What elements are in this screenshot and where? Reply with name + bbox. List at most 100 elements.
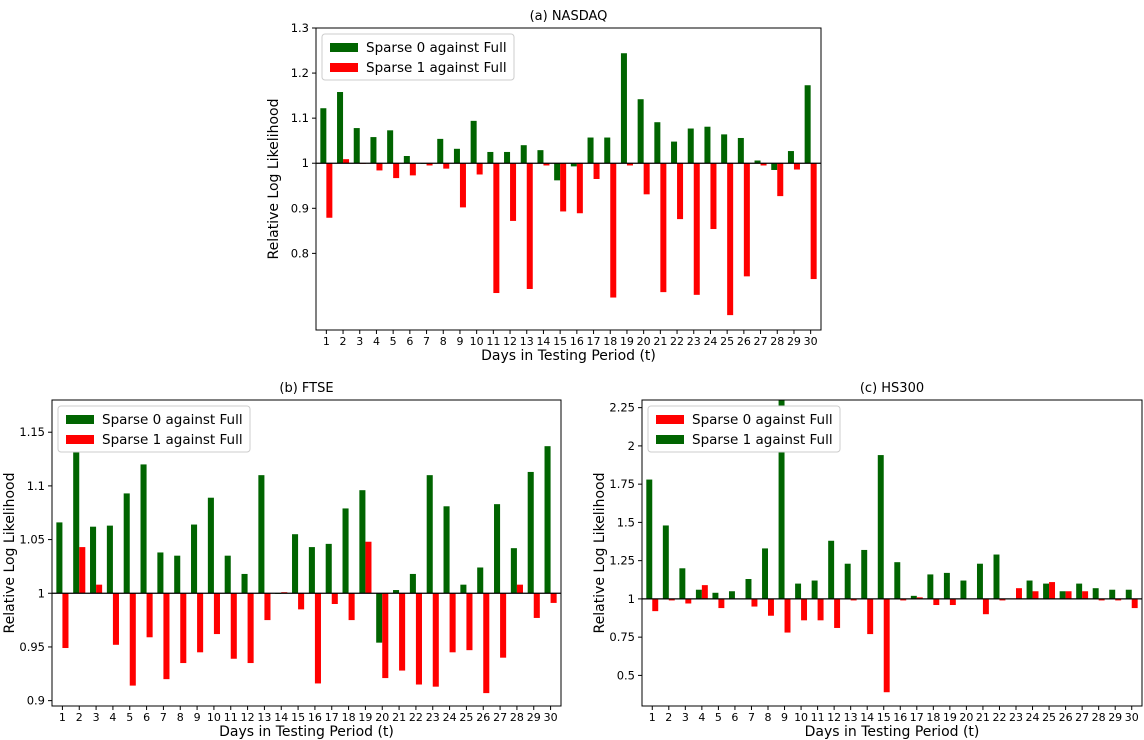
x-tick-label: 8 bbox=[440, 335, 447, 348]
legend: Sparse 0 against Full Sparse 1 against F… bbox=[57, 405, 251, 453]
bar bbox=[745, 579, 752, 599]
bar bbox=[443, 506, 450, 594]
y-tick-label: 0.9 bbox=[27, 694, 45, 708]
bar bbox=[877, 455, 884, 599]
bar bbox=[476, 163, 483, 175]
x-tick-label: 23 bbox=[687, 335, 701, 348]
bar bbox=[510, 163, 517, 221]
legend-label-series-2: Sparse 1 against Full bbox=[102, 432, 243, 448]
plot-frame bbox=[641, 399, 1143, 707]
x-tick-label: 7 bbox=[160, 711, 167, 724]
x-tick-label: 1 bbox=[59, 711, 66, 724]
bar bbox=[894, 562, 901, 599]
legend-box bbox=[57, 405, 251, 453]
y-tick-label: 1.2 bbox=[291, 66, 309, 80]
bar bbox=[687, 128, 694, 164]
bar bbox=[90, 526, 97, 594]
bar bbox=[106, 525, 113, 594]
x-tick-label: 18 bbox=[342, 711, 356, 724]
x-tick-label: 24 bbox=[443, 711, 457, 724]
bar bbox=[437, 138, 444, 164]
bar bbox=[861, 549, 868, 599]
x-tick-label: 2 bbox=[340, 335, 347, 348]
bar bbox=[643, 163, 650, 195]
bar bbox=[399, 593, 406, 671]
bar bbox=[409, 163, 416, 176]
bar bbox=[432, 593, 439, 687]
bar bbox=[213, 593, 220, 635]
y-tick-label: 1 bbox=[38, 586, 45, 600]
x-tick-label: 30 bbox=[1125, 711, 1139, 724]
bar bbox=[793, 163, 800, 170]
bar bbox=[1032, 591, 1039, 599]
y-tick-label: 1 bbox=[628, 592, 635, 606]
bar bbox=[56, 522, 63, 594]
bar bbox=[760, 163, 767, 166]
bar bbox=[533, 593, 540, 618]
bars bbox=[56, 421, 557, 694]
bar bbox=[768, 598, 774, 616]
bar bbox=[982, 598, 989, 615]
bar bbox=[701, 585, 708, 599]
legend-swatch-series-2 bbox=[656, 415, 684, 424]
bar bbox=[353, 128, 360, 164]
x-tick-label: 27 bbox=[493, 711, 507, 724]
bar bbox=[365, 541, 372, 594]
y-tick-label: 0.95 bbox=[19, 640, 45, 654]
x-tick-label: 5 bbox=[126, 711, 133, 724]
bar bbox=[637, 99, 644, 164]
x-tick-label: 11 bbox=[811, 711, 825, 724]
bar bbox=[376, 163, 383, 171]
legend-label-series-1: Sparse 1 against Full bbox=[692, 432, 833, 448]
x-tick-label: 29 bbox=[527, 711, 541, 724]
y-tick-label: 1.1 bbox=[27, 479, 45, 493]
y-tick-label: 1.25 bbox=[609, 554, 635, 568]
x-tick-label: 10 bbox=[207, 711, 221, 724]
bar bbox=[359, 490, 366, 594]
bar bbox=[668, 598, 675, 601]
x-tick-label: 11 bbox=[224, 711, 238, 724]
x-tick-label: 9 bbox=[781, 711, 788, 724]
legend-label-series-1: Sparse 0 against Full bbox=[102, 412, 243, 428]
x-tick-label: 3 bbox=[356, 335, 363, 348]
bar bbox=[140, 464, 147, 594]
bar bbox=[850, 598, 857, 601]
bar bbox=[342, 508, 349, 594]
bar bbox=[999, 598, 1006, 601]
x-axis-label: Days in Testing Period (t) bbox=[481, 348, 656, 364]
bar bbox=[810, 163, 817, 280]
bar bbox=[79, 547, 86, 594]
chart-title: (c) HS300 bbox=[860, 381, 924, 396]
bar bbox=[387, 130, 394, 164]
x-tick-label: 23 bbox=[426, 711, 440, 724]
bar bbox=[550, 593, 557, 603]
x-tick-label: 14 bbox=[860, 711, 874, 724]
bar bbox=[710, 163, 717, 230]
x-tick-label: 19 bbox=[943, 711, 957, 724]
bar bbox=[426, 475, 433, 594]
x-tick-label: 12 bbox=[827, 711, 841, 724]
plot-frame bbox=[51, 399, 562, 707]
x-tick-label: 13 bbox=[844, 711, 858, 724]
y-tick-label: 1 bbox=[302, 156, 309, 170]
bar bbox=[1026, 580, 1033, 599]
y-tick-label: 1.75 bbox=[609, 477, 635, 491]
bar bbox=[325, 543, 332, 594]
bar bbox=[900, 598, 907, 601]
bar bbox=[326, 163, 333, 218]
legend-box bbox=[647, 405, 841, 453]
bar bbox=[652, 598, 659, 612]
x-tick-label: 21 bbox=[976, 711, 990, 724]
x-tick-label: 23 bbox=[1009, 711, 1023, 724]
x-tick-label: 16 bbox=[570, 335, 584, 348]
legend-swatch-series-1 bbox=[66, 415, 94, 424]
bar bbox=[751, 598, 758, 607]
bar bbox=[1043, 583, 1050, 599]
x-tick-label: 12 bbox=[503, 335, 517, 348]
bar bbox=[520, 145, 527, 164]
bar bbox=[180, 593, 187, 664]
bar bbox=[660, 163, 667, 293]
bar bbox=[504, 151, 511, 164]
x-tick-label: 30 bbox=[804, 335, 818, 348]
